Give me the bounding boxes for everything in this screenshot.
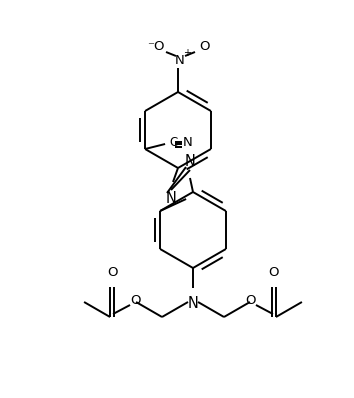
Text: O: O [107, 266, 117, 279]
Text: +: + [183, 48, 191, 58]
Text: O: O [246, 295, 256, 308]
Text: O: O [269, 266, 279, 279]
Text: O: O [199, 39, 209, 53]
Text: N: N [166, 191, 176, 206]
Text: O: O [130, 295, 140, 308]
Text: ⁻O: ⁻O [147, 39, 165, 53]
Text: N: N [175, 53, 185, 66]
Text: N: N [188, 296, 199, 311]
Text: C: C [169, 137, 177, 150]
Text: N: N [184, 154, 195, 169]
Text: N: N [183, 137, 193, 150]
